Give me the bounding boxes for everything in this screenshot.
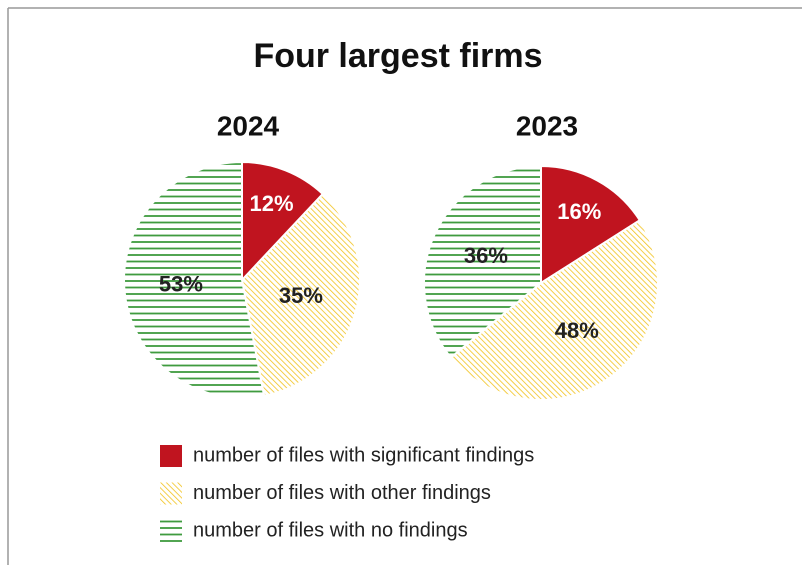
legend-swatch (160, 520, 182, 542)
pie-slice (241, 160, 325, 283)
legend-swatch (160, 482, 182, 505)
value-label: 36% (464, 243, 508, 268)
value-label: 53% (159, 272, 203, 297)
pie-slice (123, 160, 266, 399)
legend-label: number of files with no findings (193, 519, 468, 541)
pie-slice (423, 164, 542, 359)
legend-label: number of files with significant finding… (193, 444, 534, 466)
pie-title: 2023 (516, 110, 578, 141)
page-title: Four largest firms (253, 37, 542, 75)
value-label: 35% (279, 283, 323, 308)
pie-slice (240, 192, 361, 398)
pie-slice (449, 218, 659, 401)
pie-title: 2024 (217, 110, 280, 141)
value-label: 12% (250, 191, 294, 216)
legend-swatch (160, 445, 182, 467)
value-label: 16% (557, 199, 601, 224)
pie-slice (540, 164, 642, 285)
value-label: 48% (555, 318, 599, 343)
legend-label: number of files with other findings (193, 482, 491, 504)
